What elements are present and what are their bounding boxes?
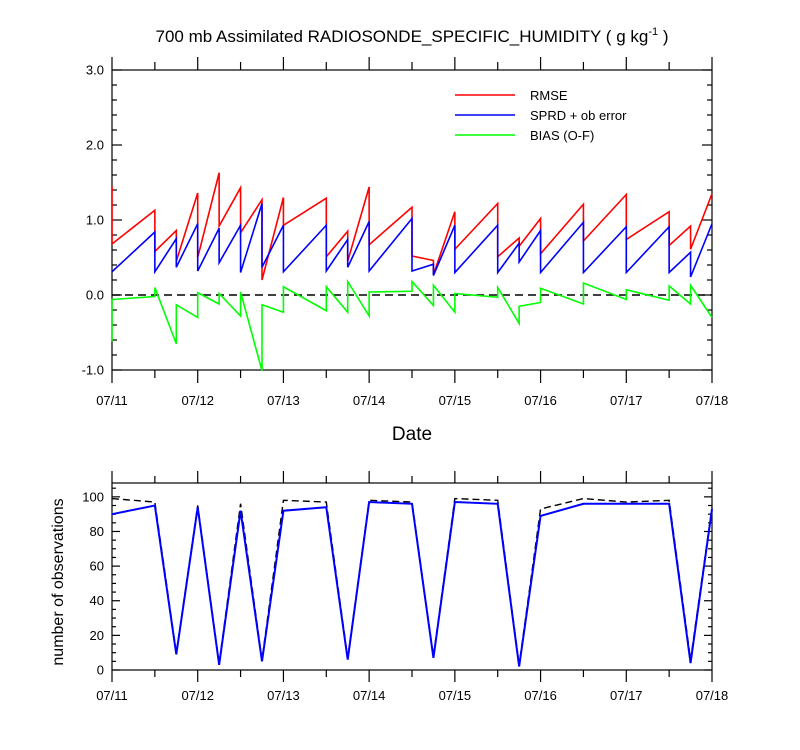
bottom-chart-panel: 07/11 07/12 07/13 07/14 07/15 07/16 07/17 07/18… <box>82 471 728 703</box>
plot-frame <box>111 482 713 671</box>
top-x-axis-label: Date <box>392 424 432 445</box>
x-tick-label: 07/15 <box>439 393 472 408</box>
y-tick-label: 3.0 <box>86 63 104 78</box>
series-line-series-0 <box>111 497 713 665</box>
x-tick-label: 07/15 <box>439 688 472 703</box>
legend-entry: BIAS (O-F) <box>530 128 594 143</box>
x-tick-label: 07/16 <box>524 393 557 408</box>
legend-entry: RMSE <box>530 88 568 103</box>
x-tick-label: 07/13 <box>267 393 300 408</box>
y-tick-label: 0 <box>97 663 104 678</box>
y-tick-label: 0.0 <box>86 288 104 303</box>
x-tick-label: 07/14 <box>353 393 386 408</box>
chart-title: 700 mb Assimilated RADIOSONDE_SPECIFIC_H… <box>156 26 669 46</box>
y-tick-label: 40 <box>90 593 104 608</box>
x-tick-label: 07/17 <box>610 393 643 408</box>
legend-entry: SPRD + ob error <box>530 108 627 123</box>
y-tick-label: 60 <box>90 559 104 574</box>
x-tick-label: 07/18 <box>696 393 729 408</box>
x-tick-label: 07/11 <box>96 393 128 408</box>
chart-title-superscript: -1 <box>648 26 658 38</box>
series-line-series-1 <box>111 501 713 667</box>
x-tick-label: 07/17 <box>610 688 643 703</box>
y-tick-label: 20 <box>90 628 104 643</box>
series-line-bias-o-f <box>111 278 713 371</box>
x-tick-label: 07/14 <box>353 688 386 703</box>
y-tick-label: 80 <box>90 524 104 539</box>
x-tick-label: 07/12 <box>181 688 214 703</box>
bottom-y-axis-label: number of observations <box>50 498 67 665</box>
x-tick-label: 07/13 <box>267 688 300 703</box>
top-chart-panel: 07/11 07/12 07/13 07/14 07/15 07/16 07/17 07/18… <box>82 57 729 408</box>
x-tick-label: 07/16 <box>524 688 557 703</box>
x-tick-label: 07/11 <box>96 688 128 703</box>
y-tick-label: 2.0 <box>86 138 104 153</box>
series-line-sprd-ob-error <box>111 203 713 278</box>
x-tick-label: 07/12 <box>181 393 214 408</box>
y-tick-label: 1.0 <box>86 213 104 228</box>
y-tick-label: 100 <box>82 489 104 504</box>
chart-title-main: 700 mb Assimilated RADIOSONDE_SPECIFIC_H… <box>156 27 649 46</box>
chart-title-end: ) <box>658 27 668 46</box>
y-tick-label: -1.0 <box>82 363 104 378</box>
x-tick-label: 07/18 <box>696 688 729 703</box>
